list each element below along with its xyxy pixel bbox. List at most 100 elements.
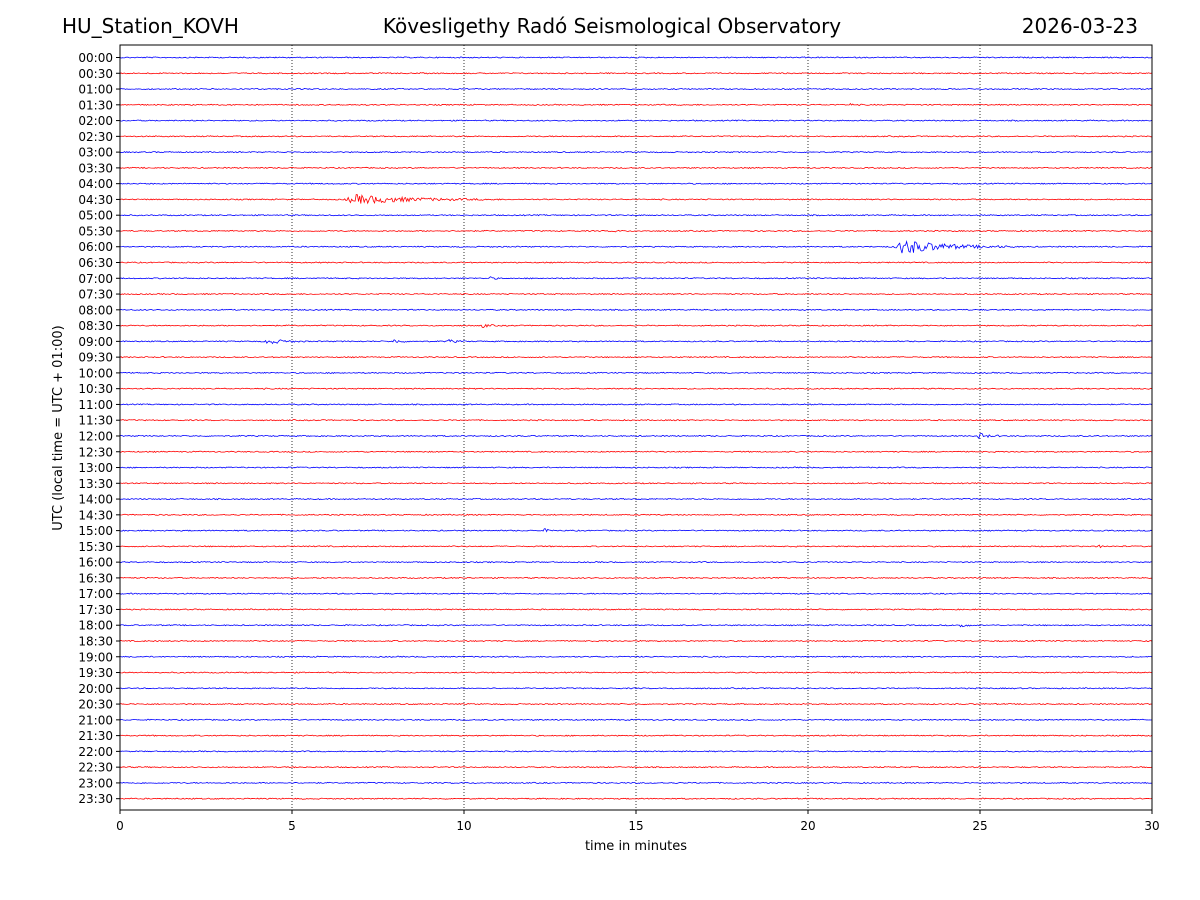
y-tick-label: 20:30: [78, 698, 113, 712]
trace-2000: [119, 687, 1153, 690]
y-tick-label: 22:30: [78, 761, 113, 775]
y-tick-label: 06:00: [78, 240, 113, 254]
trace-1930: [119, 671, 1153, 674]
x-tick-label: 30: [1144, 819, 1159, 833]
y-tick-label: 12:00: [78, 429, 113, 443]
trace-0830: [119, 323, 1153, 329]
x-tick-label: 5: [288, 819, 296, 833]
x-tick-label: 20: [800, 819, 815, 833]
trace-2200: [119, 750, 1153, 753]
y-tick-label: 21:00: [78, 713, 113, 727]
trace-0430: [119, 194, 1153, 205]
trace-1530: [119, 544, 1153, 549]
record-date: 2026-03-23: [1021, 14, 1138, 38]
y-tick-label: 08:00: [78, 303, 113, 317]
trace-0100: [119, 87, 1153, 91]
y-axis-label: UTC (local time = UTC + 01:00): [51, 325, 66, 530]
trace-1830: [119, 639, 1153, 643]
y-tick-label: 03:00: [78, 146, 113, 160]
y-tick-label: 05:00: [78, 209, 113, 223]
y-tick-label: 02:00: [78, 114, 113, 128]
y-tick-label: 13:00: [78, 461, 113, 475]
trace-0330: [119, 166, 1153, 170]
x-axis-ticks: 0 5 10 15 20 25 30: [116, 810, 1160, 833]
y-tick-label: 17:30: [78, 603, 113, 617]
station-name: HU_Station_KOVH: [62, 14, 239, 38]
y-tick-label: 11:30: [78, 414, 113, 428]
y-tick-label: 09:30: [78, 351, 113, 365]
trace-0630: [119, 261, 1153, 264]
trace-1800: [119, 624, 1153, 628]
trace-1230: [119, 450, 1153, 453]
y-tick-label: 10:00: [78, 366, 113, 380]
y-tick-label: 04:30: [78, 193, 113, 207]
observatory-title: Kövesligethy Radó Seismological Observat…: [382, 14, 842, 38]
x-tick-label: 15: [628, 819, 643, 833]
y-tick-label: 03:30: [78, 161, 113, 175]
y-tick-label: 06:30: [78, 256, 113, 270]
trace-0000: [119, 56, 1153, 59]
trace-0030: [119, 72, 1153, 75]
trace-2300: [119, 781, 1153, 785]
y-tick-label: 23:30: [78, 792, 113, 806]
y-tick-label: 07:30: [78, 288, 113, 302]
trace-2030: [119, 702, 1153, 706]
y-tick-label: 00:30: [78, 67, 113, 81]
trace-0900: [119, 339, 1153, 345]
y-tick-label: 15:30: [78, 540, 113, 554]
trace-1130: [119, 419, 1153, 422]
trace-0230: [119, 135, 1153, 138]
y-tick-label: 12:30: [78, 445, 113, 459]
y-tick-label: 13:30: [78, 477, 113, 491]
trace-0200: [119, 119, 1153, 122]
trace-2130: [119, 734, 1153, 737]
seismic-traces: [119, 56, 1153, 800]
y-tick-label: 11:00: [78, 398, 113, 412]
y-tick-label: 20:00: [78, 682, 113, 696]
trace-0400: [119, 182, 1153, 185]
y-tick-label: 01:00: [78, 83, 113, 97]
trace-2230: [119, 766, 1153, 769]
y-tick-label: 04:00: [78, 177, 113, 191]
trace-0530: [119, 229, 1153, 233]
trace-1700: [119, 592, 1153, 595]
trace-1200: [119, 433, 1153, 440]
trace-0930: [119, 355, 1153, 359]
y-tick-label: 18:00: [78, 619, 113, 633]
trace-1330: [119, 482, 1153, 485]
gridlines: [291, 45, 981, 810]
trace-1400: [119, 497, 1153, 501]
trace-0730: [119, 292, 1153, 296]
y-tick-label: 08:30: [78, 319, 113, 333]
x-tick-label: 0: [116, 819, 124, 833]
y-tick-label: 16:30: [78, 571, 113, 585]
trace-0700: [119, 276, 1153, 280]
trace-1630: [119, 576, 1153, 580]
trace-0300: [119, 150, 1153, 154]
trace-1300: [119, 466, 1153, 469]
y-tick-label: 18:30: [78, 634, 113, 648]
y-tick-label: 10:30: [78, 382, 113, 396]
y-tick-label: 09:00: [78, 335, 113, 349]
y-tick-label: 19:30: [78, 666, 113, 680]
y-tick-label: 01:30: [78, 98, 113, 112]
trace-0500: [119, 214, 1153, 217]
trace-1600: [119, 561, 1153, 564]
trace-1500: [119, 528, 1153, 533]
y-tick-label: 17:00: [78, 587, 113, 601]
x-tick-label: 25: [972, 819, 987, 833]
trace-0600: [119, 239, 1153, 254]
trace-0800: [119, 308, 1153, 311]
trace-1100: [119, 403, 1153, 406]
trace-1000: [119, 371, 1153, 375]
y-tick-label: 19:00: [78, 650, 113, 664]
y-tick-label: 23:00: [78, 776, 113, 790]
y-tick-label: 14:00: [78, 493, 113, 507]
y-tick-label: 07:00: [78, 272, 113, 286]
x-tick-label: 10: [456, 819, 471, 833]
y-tick-label: 22:00: [78, 745, 113, 759]
trace-1030: [119, 387, 1153, 390]
trace-1900: [119, 655, 1153, 658]
